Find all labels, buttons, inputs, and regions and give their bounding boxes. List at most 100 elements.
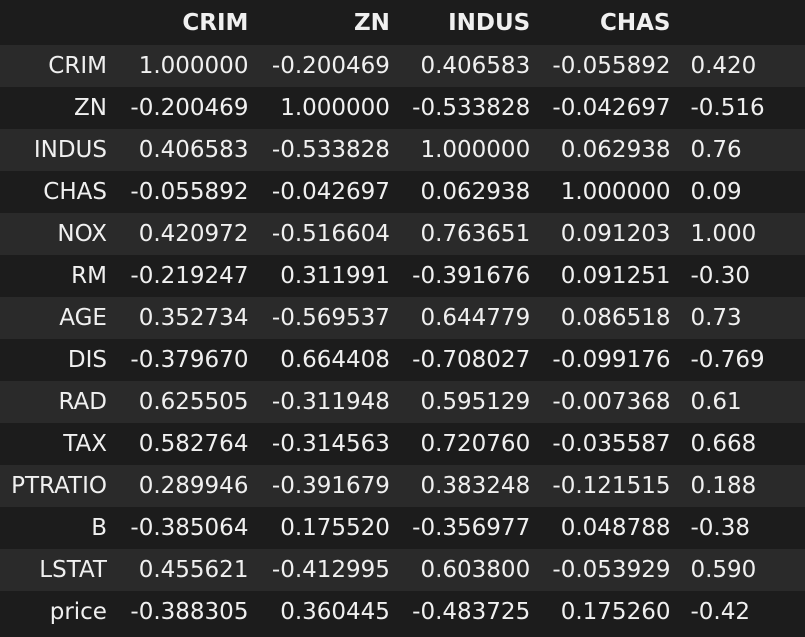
table-cell: -0.055892 — [130, 179, 249, 205]
table-body: CRIM 1.000000 -0.200469 0.406583 -0.055892 0.… — [0, 45, 805, 633]
table-cell: 0.091203 — [560, 221, 671, 247]
column-header: CHAS — [540, 0, 681, 45]
table-cell: -0.042697 — [552, 95, 671, 121]
table-cell: -0.200469 — [130, 95, 249, 121]
table-cell: -0.099176 — [552, 347, 671, 373]
table-cell: -0.412995 — [271, 557, 390, 583]
table-cell: 1.000000 — [138, 53, 249, 79]
table-cell: 0.09 — [690, 179, 742, 205]
column-header — [680, 0, 805, 45]
table-cell: 1.000000 — [560, 179, 671, 205]
table-cell: -0.053929 — [552, 557, 671, 583]
table-row: price -0.388305 0.360445 -0.483725 0.175260-… — [0, 591, 805, 633]
table-cell: -0.769 — [690, 347, 765, 373]
table-cell: -0.42 — [690, 599, 750, 625]
table-cell: 0.352734 — [138, 305, 249, 331]
table-cell: -0.200469 — [271, 53, 390, 79]
table-cell: 0.644779 — [420, 305, 531, 331]
table-header: CRIM ZN INDUS CHAS — [0, 0, 805, 45]
table-row: ZN -0.200469 1.000000 -0.533828 -0.042697 -0.… — [0, 87, 805, 129]
table-cell: 0.062938 — [560, 137, 671, 163]
row-label: B — [91, 515, 107, 541]
table-cell: -0.311948 — [271, 389, 390, 415]
header-row: CRIM ZN INDUS CHAS — [0, 0, 805, 45]
row-label: LSTAT — [39, 557, 107, 583]
table-cell: -0.314563 — [271, 431, 390, 457]
table-cell: -0.569537 — [271, 305, 390, 331]
table-cell: -0.391679 — [271, 473, 390, 499]
table-cell: 0.188 — [690, 473, 757, 499]
table-cell: -0.121515 — [552, 473, 671, 499]
table-cell: -0.30 — [690, 263, 750, 289]
table-cell: 0.595129 — [420, 389, 531, 415]
table-row: CRIM 1.000000 -0.200469 0.406583 -0.055892 0.… — [0, 45, 805, 87]
table-row: RM -0.219247 0.311991 -0.391676 0.091251 -0.3… — [0, 255, 805, 297]
row-label: PTRATIO — [11, 473, 107, 499]
row-label: INDUS — [33, 137, 107, 163]
table-cell: 0.420 — [690, 53, 757, 79]
table-row: LSTAT 0.455621 -0.412995 0.603800 -0.053929 0… — [0, 549, 805, 591]
index-header — [0, 0, 117, 45]
table-cell: 0.668 — [690, 431, 757, 457]
table-cell: -0.533828 — [271, 137, 390, 163]
row-label: price — [49, 599, 107, 625]
table-cell: -0.516 — [690, 95, 765, 121]
table-cell: 0.091251 — [560, 263, 671, 289]
row-label: CHAS — [43, 179, 107, 205]
table-cell: 0.406583 — [420, 53, 531, 79]
table-cell: 0.664408 — [280, 347, 390, 373]
table-cell: -0.356977 — [412, 515, 531, 541]
table-cell: 0.420972 — [138, 221, 249, 247]
table-cell: 0.175520 — [280, 515, 390, 541]
table-row: NOX 0.420972 -0.516604 0.763651 0.091203 1.00… — [0, 213, 805, 255]
table-cell: 0.311991 — [280, 263, 390, 289]
table-cell: 0.582764 — [138, 431, 249, 457]
table-cell: 0.73 — [690, 305, 742, 331]
table-row: CHAS -0.055892 -0.042697 0.062938 1.000000 0.… — [0, 171, 805, 213]
table-cell: 0.062938 — [420, 179, 531, 205]
table-row: AGE 0.352734 -0.569537 0.644779 0.086518 0.73 — [0, 297, 805, 339]
table-cell: -0.379670 — [130, 347, 249, 373]
row-label: DIS — [67, 347, 107, 373]
table-cell: 1.000 — [690, 221, 757, 247]
table-row: B -0.385064 0.175520 -0.356977 0.048788 -0.38 — [0, 507, 805, 549]
table-cell: 0.61 — [690, 389, 742, 415]
table-cell: -0.007368 — [552, 389, 671, 415]
table-cell: -0.391676 — [412, 263, 531, 289]
row-label: RM — [71, 263, 107, 289]
row-label: CRIM — [48, 53, 107, 79]
table-cell: 0.175260 — [560, 599, 671, 625]
table-cell: 0.590 — [690, 557, 757, 583]
row-label: AGE — [59, 305, 107, 331]
row-label: NOX — [57, 221, 107, 247]
table-row: RAD 0.625505 -0.311948 0.595129 -0.007368 0.6… — [0, 381, 805, 423]
table-cell: 0.455621 — [138, 557, 249, 583]
table-cell: -0.385064 — [130, 515, 249, 541]
table-cell: -0.533828 — [412, 95, 531, 121]
column-header: CRIM — [116, 0, 259, 45]
table-cell: -0.388305 — [130, 599, 249, 625]
table-cell: 0.086518 — [560, 305, 671, 331]
table-cell: 0.625505 — [138, 389, 249, 415]
table-cell: 1.000000 — [280, 95, 390, 121]
table-cell: -0.38 — [690, 515, 750, 541]
table-cell: -0.516604 — [271, 221, 390, 247]
table-cell: -0.035587 — [552, 431, 671, 457]
table-cell: -0.708027 — [412, 347, 531, 373]
table-row: INDUS 0.406583 -0.533828 1.000000 0.062938 0.… — [0, 129, 805, 171]
row-label: TAX — [63, 431, 107, 457]
table-cell: 0.76 — [690, 137, 742, 163]
column-header: ZN — [258, 0, 400, 45]
table-cell: -0.042697 — [271, 179, 390, 205]
table-row: PTRATIO 0.289946 -0.391679 0.383248 -0.12151… — [0, 465, 805, 507]
table-cell: 0.763651 — [420, 221, 531, 247]
table-cell: -0.483725 — [412, 599, 531, 625]
table-cell: 1.000000 — [420, 137, 531, 163]
table-cell: 0.720760 — [420, 431, 531, 457]
table-cell: 0.289946 — [138, 473, 249, 499]
table-cell: 0.406583 — [138, 137, 249, 163]
table-cell: -0.219247 — [130, 263, 249, 289]
row-label: RAD — [58, 389, 107, 415]
table-cell: 0.048788 — [560, 515, 671, 541]
